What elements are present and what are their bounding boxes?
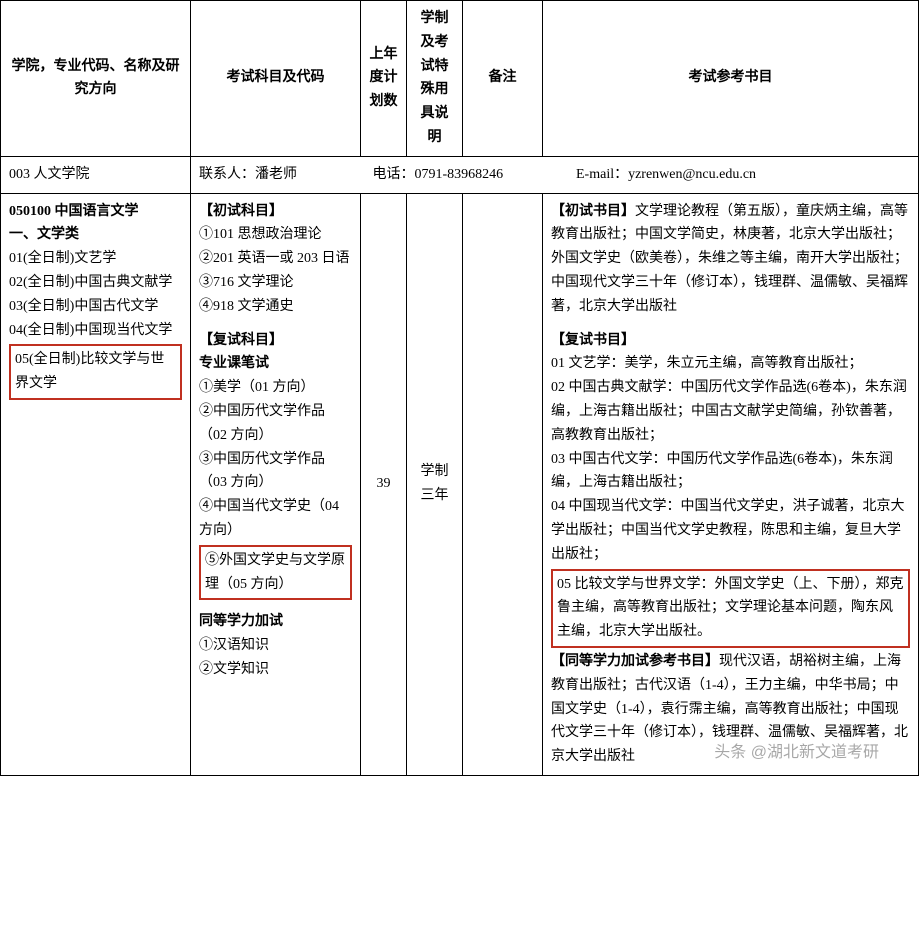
contact-cell: 联系人：潘老师 电话：0791-83968246 E-mail：yzrenwen… [191,156,919,193]
ref-retest-title: 【复试书目】 [551,329,910,353]
header-col5: 备注 [463,1,543,157]
ref-retest-1: 01 文艺学：美学，朱立元主编，高等教育出版社； [551,352,910,376]
dept-cell: 003 人文学院 [1,156,191,193]
retest-5: ⑤外国文学史与文学原理（05 方向） [205,553,345,592]
retest-subtitle: 专业课笔试 [199,352,352,376]
contact-phone: 电话：0791-83968246 [373,163,573,187]
data-row: 050100 中国语言文学 一、文学类 01(全日制)文艺学 02(全日制)中国… [1,193,919,775]
col4-duration: 学制三年 [407,193,463,775]
extra-title: 同等学力加试 [199,610,352,634]
contact-person: 联系人：潘老师 [199,163,369,187]
direction-01: 01(全日制)文艺学 [9,247,182,271]
retest-3: ③中国历代文学作品（03 方向） [199,448,352,496]
ref-prelim-text: 文学理论教程（第五版），童庆炳主编，高等教育出版社；中国文学简史，林庚著，北京大… [551,204,908,314]
prelim-title: 【初试科目】 [199,200,352,224]
retest-4: ④中国当代文学史（04 方向） [199,495,352,543]
header-col1: 学院，专业代码、名称及研究方向 [1,1,191,157]
direction-05: 05(全日制)比较文学与世界文学 [15,352,164,391]
retest-2: ②中国历代文学作品（02 方向） [199,400,352,448]
header-col4: 学制及考试特殊用具说明 [407,1,463,157]
header-col6: 考试参考书目 [543,1,919,157]
ref-retest-3: 03 中国古代文学：中国历代文学作品选(6卷本)，朱东润编，上海古籍出版社； [551,448,910,496]
ref-retest-2: 02 中国古典文献学：中国历代文学作品选(6卷本)，朱东润编，上海古籍出版社；中… [551,376,910,447]
ref-prelim-title: 【初试书目】 [551,204,635,219]
ref-retest-4: 04 中国现当代文学：中国当代文学史，洪子诚著，北京大学出版社；中国当代文学史教… [551,495,910,566]
col2-subjects: 【初试科目】 ①101 思想政治理论 ②201 英语一或 203 日语 ③716… [191,193,361,775]
direction-02: 02(全日制)中国古典文献学 [9,271,182,295]
ref-retest-5-highlighted: 05 比较文学与世界文学：外国文学史（上、下册），郑克鲁主编，高等教育出版社；文… [551,569,910,648]
ref-extra: 【同等学力加试参考书目】现代汉语，胡裕树主编，上海教育出版社；古代汉语（1-4）… [551,650,910,769]
prelim-3: ③716 文学理论 [199,271,352,295]
col3-quota: 39 [361,193,407,775]
admission-table: 学院，专业代码、名称及研究方向 考试科目及代码 上年度计划数 学制及考试特殊用具… [0,0,919,776]
ref-prelim: 【初试书目】文学理论教程（第五版），童庆炳主编，高等教育出版社；中国文学简史，林… [551,200,910,319]
extra-2: ②文学知识 [199,658,352,682]
header-col2: 考试科目及代码 [191,1,361,157]
prelim-1: ①101 思想政治理论 [199,223,352,247]
extra-1: ①汉语知识 [199,634,352,658]
ref-extra-text: 现代汉语，胡裕树主编，上海教育出版社；古代汉语（1-4），王力主编，中华书局；中… [551,654,908,764]
contact-email: E-mail：yzrenwen@ncu.edu.cn [576,167,756,182]
direction-05-highlighted: 05(全日制)比较文学与世界文学 [9,344,182,400]
col1-directions: 050100 中国语言文学 一、文学类 01(全日制)文艺学 02(全日制)中国… [1,193,191,775]
retest-1: ①美学（01 方向） [199,376,352,400]
col6-references: 【初试书目】文学理论教程（第五版），童庆炳主编，高等教育出版社；中国文学简史，林… [543,193,919,775]
category-title: 一、文学类 [9,223,182,247]
major-title: 050100 中国语言文学 [9,200,182,224]
retest-5-highlighted: ⑤外国文学史与文学原理（05 方向） [199,545,352,601]
col5-remark [463,193,543,775]
ref-extra-title: 【同等学力加试参考书目】 [551,654,719,669]
ref-retest-5: 05 比较文学与世界文学：外国文学史（上、下册），郑克鲁主编，高等教育出版社；文… [557,577,904,640]
direction-04: 04(全日制)中国现当代文学 [9,319,182,343]
retest-title: 【复试科目】 [199,329,352,353]
prelim-2: ②201 英语一或 203 日语 [199,247,352,271]
contact-row: 003 人文学院 联系人：潘老师 电话：0791-83968246 E-mail… [1,156,919,193]
header-row: 学院，专业代码、名称及研究方向 考试科目及代码 上年度计划数 学制及考试特殊用具… [1,1,919,157]
prelim-4: ④918 文学通史 [199,295,352,319]
header-col3: 上年度计划数 [361,1,407,157]
direction-03: 03(全日制)中国古代文学 [9,295,182,319]
